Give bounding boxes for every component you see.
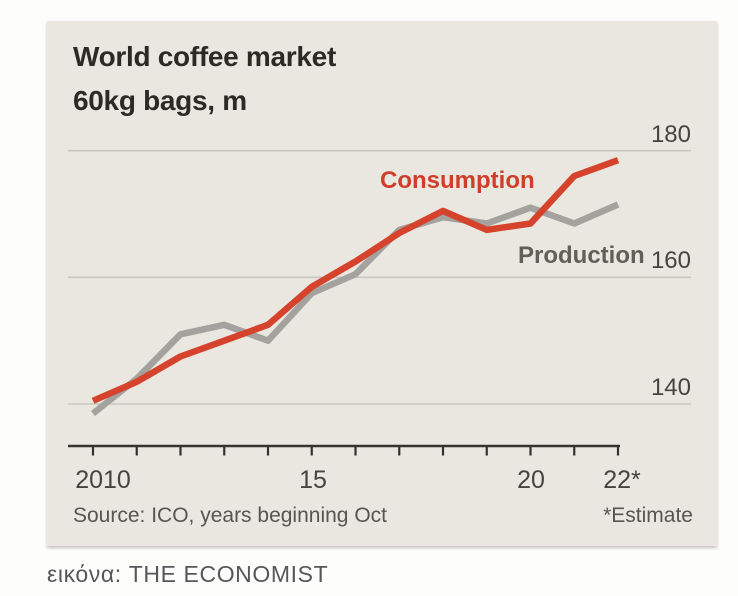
y-axis-label-160: 160 [650,247,691,274]
source-note: Source: ICO, years beginning Oct [73,504,387,527]
x-axis-label-2010: 2010 [75,466,131,494]
y-axis-label-140: 140 [650,374,691,401]
chart-title: World coffee market [73,41,336,72]
y-axis-label-180: 180 [650,121,691,148]
estimate-footnote: *Estimate [603,504,693,527]
series-label-consumption: Consumption [380,167,535,194]
x-axis-label-15: 15 [299,466,327,494]
x-axis-label-20: 20 [517,466,545,494]
chart-subtitle: 60kg bags, m [73,85,247,116]
series-line-consumption [91,157,620,404]
series-label-production: Production [518,242,645,269]
line-chart-canvas [68,149,691,456]
series-line-production [90,201,620,417]
x-axis-label-22-estimate: 22* [603,466,641,494]
chart-card: World coffee market 60kg bags, m Consump… [47,21,717,546]
image-credit-caption: εικόνα: THE ECONOMIST [47,561,329,587]
